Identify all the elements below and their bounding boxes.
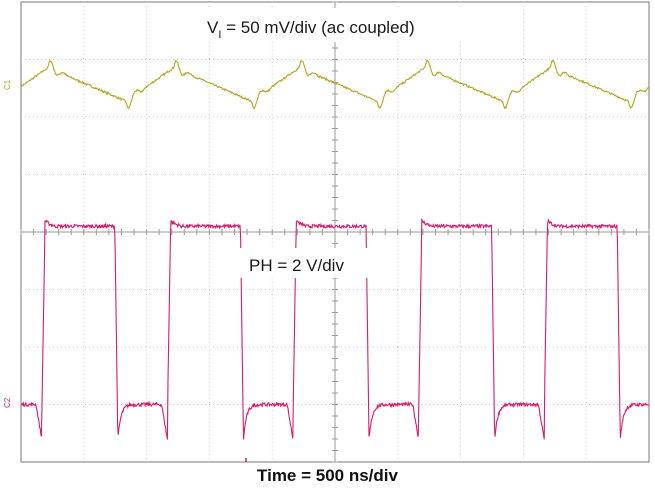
- ch2-trace: [20, 217, 649, 440]
- ch1-trace: [20, 59, 650, 110]
- ch1-label-bg: [188, 8, 484, 42]
- ch2-scale-label: PH = 2 V/div: [249, 256, 344, 275]
- grid: [20, 1, 650, 463]
- traces: [20, 59, 650, 440]
- ch2-marker: C2: [3, 397, 12, 408]
- x-axis-label: Time = 500 ns/div: [257, 466, 398, 485]
- ch1-marker: C1: [3, 79, 12, 90]
- ch2-label-bg: [240, 248, 382, 278]
- ch1-scale-label: VI = 50 mV/div (ac coupled): [207, 18, 415, 41]
